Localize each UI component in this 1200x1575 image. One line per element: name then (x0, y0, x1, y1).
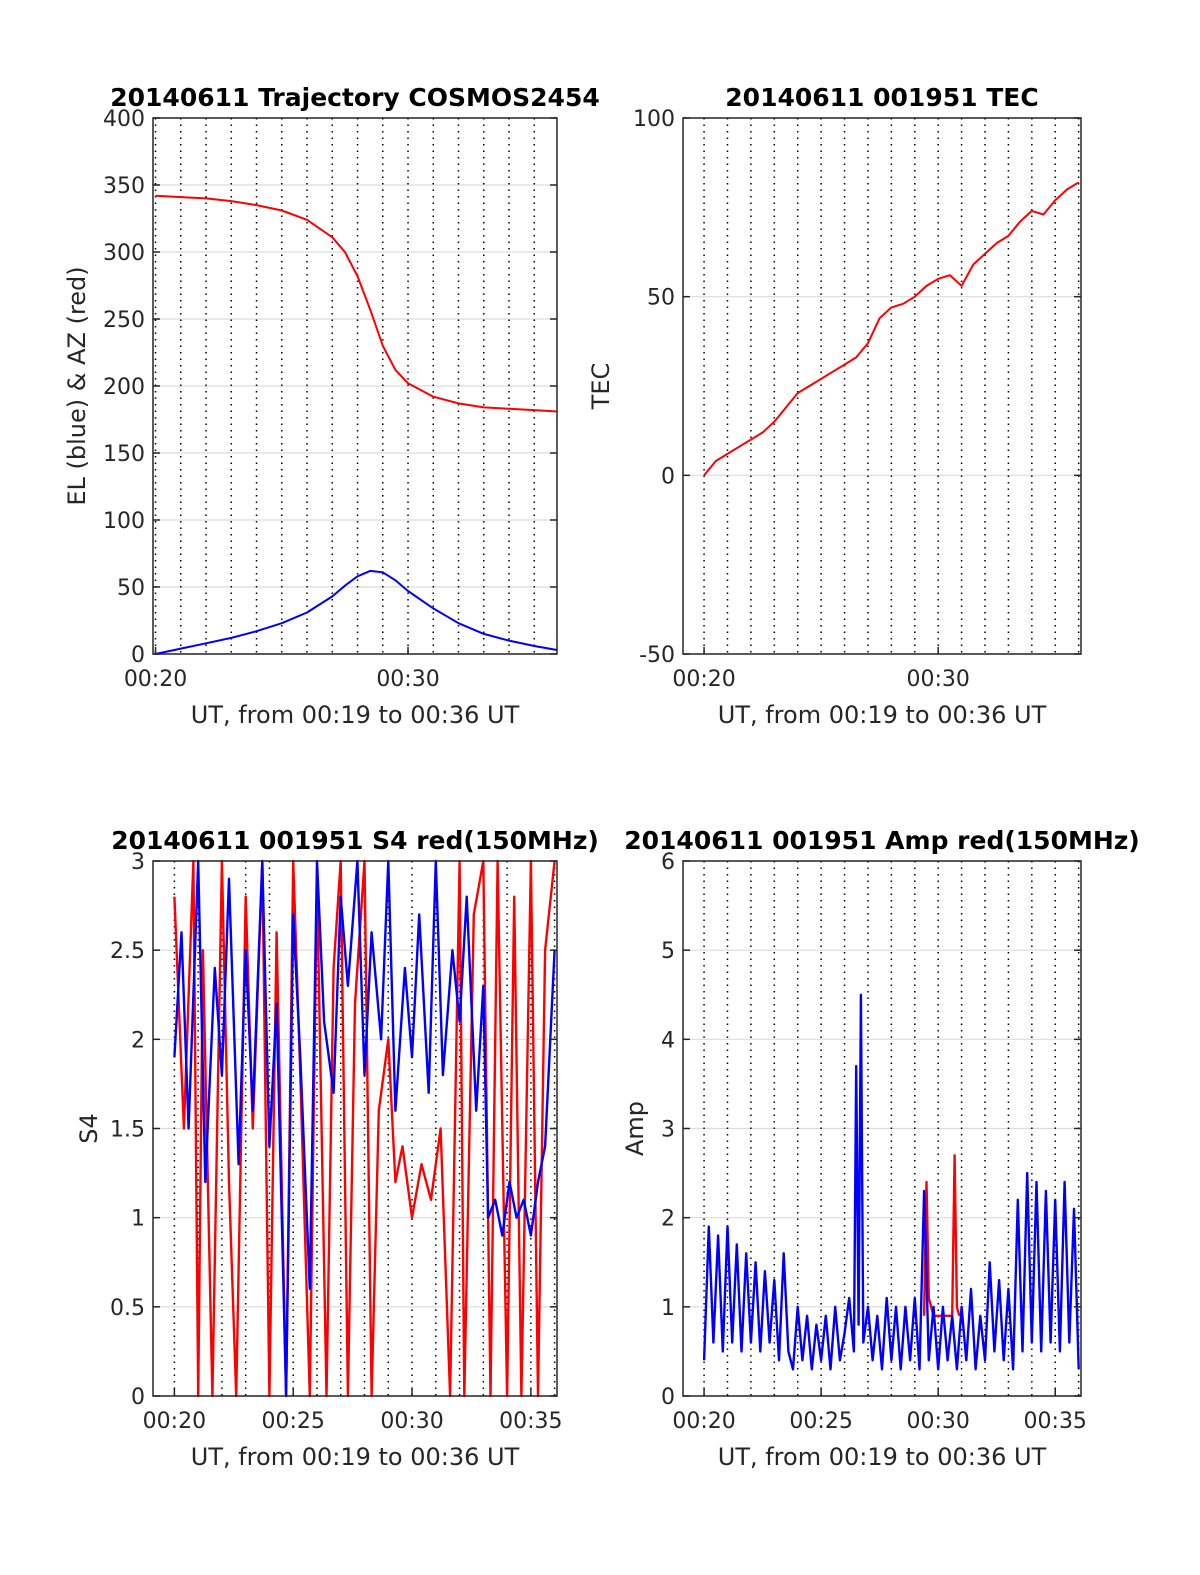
amp-xtick-label: 00:25 (789, 1409, 852, 1434)
s4-ytick-label: 2 (131, 1028, 145, 1053)
tec-title: 20140611 001951 TEC (725, 83, 1038, 112)
trajectory-ytick-label: 100 (103, 509, 145, 534)
s4-xtick-label: 00:30 (380, 1409, 443, 1434)
trajectory-ytick-label: 250 (103, 308, 145, 333)
s4-ytick-label: 3 (131, 850, 145, 875)
trajectory-ytick-label: 400 (103, 107, 145, 132)
s4-ytick-label: 1 (131, 1207, 145, 1232)
amp-ytick-label: 2 (661, 1207, 675, 1232)
s4-ytick-label: 0.5 (110, 1296, 145, 1321)
s4-ytick-label: 0 (131, 1385, 145, 1410)
tec-xlabel: UT, from 00:19 to 00:36 UT (718, 701, 1047, 729)
trajectory-title: 20140611 Trajectory COSMOS2454 (110, 83, 600, 112)
amp-ytick-label: 4 (661, 1028, 675, 1053)
amp-plot: 0 1 2 3 4 5 6 00:20 00:25 00:30 00:35 20140611 0019… (621, 826, 1140, 1471)
trajectory-xlabel: UT, from 00:19 to 00:36 UT (191, 701, 520, 729)
amp-ytick-label: 0 (661, 1385, 675, 1410)
tec-ylabel: TEC (587, 363, 615, 411)
tec-series-0-line (703, 181, 1080, 476)
tec-ytick-label: -50 (639, 643, 675, 668)
tec-xtick-label: 00:30 (906, 667, 969, 692)
s4-ytick-label: 2.5 (110, 939, 145, 964)
amp-ytick-label: 6 (661, 850, 675, 875)
tec-ytick-label: 0 (661, 464, 675, 489)
trajectory-xtick-label: 00:30 (376, 667, 439, 692)
tec-ytick-label: 100 (633, 107, 675, 132)
amp-xtick-label: 00:30 (906, 1409, 969, 1434)
s4-series-1-line (173, 859, 556, 1398)
s4-title: 20140611 001951 S4 red(150MHz) (111, 826, 599, 855)
trajectory-ylabel: EL (blue) & AZ (red) (63, 266, 91, 505)
trajectory-ytick-label: 350 (103, 174, 145, 199)
tec-plot: -50 0 50 100 00:20 00:30 20140611 001951 TEC UT… (587, 83, 1082, 729)
amp-series-1-line (702, 993, 1080, 1371)
s4-xtick-label: 00:20 (143, 1409, 206, 1434)
s4-ytick-label: 1.5 (110, 1118, 145, 1143)
trajectory-series-0-line (155, 194, 558, 413)
tec-xtick-label: 00:20 (672, 667, 735, 692)
s4-xlabel: UT, from 00:19 to 00:36 UT (191, 1443, 520, 1471)
trajectory-ytick-label: 50 (117, 576, 145, 601)
amp-ytick-label: 3 (661, 1118, 675, 1143)
amp-title: 20140611 001951 Amp red(150MHz) (624, 826, 1140, 855)
trajectory-xtick-label: 00:20 (124, 667, 187, 692)
trajectory-ytick-label: 300 (103, 241, 145, 266)
trajectory-ytick-label: 200 (103, 375, 145, 400)
amp-xtick-label: 00:35 (1024, 1409, 1087, 1434)
amp-xtick-label: 00:20 (672, 1409, 735, 1434)
amp-ylabel: Amp (621, 1101, 649, 1156)
trajectory-ytick-label: 150 (103, 442, 145, 467)
tec-plot-area (683, 118, 1081, 654)
tec-ytick-label: 50 (647, 286, 675, 311)
s4-ylabel: S4 (75, 1113, 103, 1144)
trajectory-plot: 0 50 100 150 200 250 300 350 400 00:20 00:30 201406… (63, 83, 600, 729)
s4-xtick-label: 00:25 (262, 1409, 325, 1434)
trajectory-ytick-label: 0 (131, 643, 145, 668)
amp-ytick-label: 5 (661, 939, 675, 964)
tec-axes-box (682, 117, 1082, 655)
trajectory-series-1-line (155, 569, 558, 655)
amp-xlabel: UT, from 00:19 to 00:36 UT (718, 1443, 1047, 1471)
amp-ytick-label: 1 (661, 1296, 675, 1321)
s4-xtick-label: 00:35 (499, 1409, 562, 1434)
s4-plot: 0 0.5 1 1.5 2 2.5 3 00:20 00:25 00:30 00:35 2014061… (75, 826, 599, 1471)
